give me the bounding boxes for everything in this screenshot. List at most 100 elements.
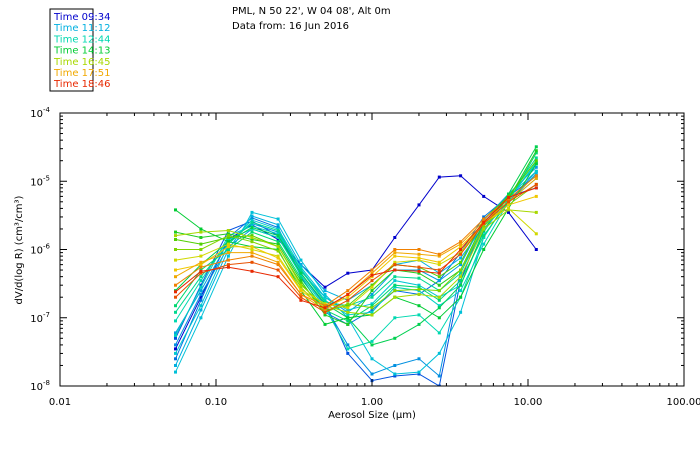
data-point — [226, 242, 230, 246]
data-point — [393, 364, 397, 367]
data-point — [276, 240, 280, 244]
data-point — [299, 298, 303, 302]
data-point — [174, 334, 177, 337]
data-point — [393, 283, 397, 287]
data-point — [393, 248, 397, 251]
data-point — [299, 268, 303, 272]
data-point — [346, 306, 350, 310]
data-point — [226, 251, 230, 255]
data-point — [534, 149, 538, 153]
data-point — [346, 322, 350, 326]
data-point — [199, 271, 203, 275]
series-line — [175, 170, 537, 354]
data-point — [276, 275, 280, 279]
data-point — [174, 357, 177, 361]
data-point — [323, 306, 327, 310]
data-point — [370, 313, 374, 317]
data-point — [299, 273, 303, 277]
data-point — [393, 254, 397, 258]
data-point — [226, 236, 230, 239]
data-point — [393, 268, 397, 272]
data-point — [459, 275, 463, 279]
data-point — [199, 275, 203, 279]
data-point — [276, 256, 280, 260]
data-point — [346, 310, 350, 314]
data-point — [199, 260, 203, 264]
data-point — [459, 310, 463, 314]
series-line — [175, 175, 537, 307]
legend-box — [49, 8, 94, 92]
data-point — [199, 254, 203, 258]
data-point — [507, 195, 510, 199]
data-point — [437, 283, 441, 287]
data-point — [276, 223, 280, 227]
data-point — [199, 283, 203, 287]
data-point — [226, 248, 230, 251]
data-point — [393, 336, 397, 340]
data-point — [437, 260, 441, 264]
data-point — [199, 304, 203, 308]
x-axis-label: Aerosol Size (μm) — [328, 410, 416, 421]
data-point — [199, 316, 203, 320]
data-point — [507, 200, 510, 204]
data-point — [534, 169, 538, 173]
data-point — [393, 372, 397, 376]
data-point — [534, 162, 538, 166]
data-point — [437, 331, 441, 335]
data-point — [276, 236, 280, 239]
data-point — [174, 275, 177, 279]
data-point — [370, 306, 374, 310]
data-point — [346, 308, 350, 312]
data-point — [393, 236, 397, 239]
data-point — [370, 292, 374, 296]
data-point — [459, 260, 463, 264]
data-point — [174, 208, 177, 212]
series-line — [175, 187, 537, 386]
axis-ticks: 0.01 0.10 1.00 10.00 100.00 10-8 10-7 10-6 10-5 1… — [30, 106, 700, 408]
series-1545 — [174, 182, 538, 314]
data-point — [323, 292, 327, 296]
data-point — [417, 313, 421, 317]
data-point — [299, 285, 303, 289]
data-point — [507, 192, 510, 196]
data-point — [323, 285, 327, 289]
data-point — [417, 276, 421, 280]
data-point — [534, 145, 538, 149]
data-point — [226, 232, 230, 236]
data-point — [370, 372, 374, 376]
data-point — [534, 186, 538, 190]
data-point — [323, 300, 327, 304]
data-point — [226, 265, 230, 269]
data-point — [174, 347, 177, 351]
data-point — [370, 279, 374, 283]
data-point — [250, 248, 254, 251]
data-point — [437, 374, 441, 378]
data-point — [323, 322, 327, 326]
data-point — [174, 248, 177, 251]
data-point — [199, 242, 203, 246]
x-tick-label: 100.00 — [667, 397, 700, 408]
data-point — [199, 295, 203, 299]
data-point — [459, 240, 463, 244]
data-point — [370, 289, 374, 293]
data-point — [346, 298, 350, 302]
data-point — [199, 298, 203, 302]
data-point — [370, 304, 374, 308]
data-point — [370, 310, 374, 314]
data-point — [482, 224, 486, 228]
data-point — [393, 263, 397, 267]
series-line — [175, 178, 537, 311]
data-point — [250, 210, 254, 214]
data-point — [437, 306, 441, 310]
data-point — [250, 269, 254, 273]
data-point — [174, 319, 177, 323]
data-point — [276, 229, 280, 232]
data-point — [459, 295, 463, 299]
data-point — [437, 279, 441, 283]
legend-entry: Time 11:12 — [53, 23, 110, 34]
data-point — [276, 232, 280, 236]
data-point — [417, 285, 421, 289]
data-point — [299, 276, 303, 280]
chart-title: PML, N 50 22', W 04 08', Alt 0m — [232, 6, 391, 17]
